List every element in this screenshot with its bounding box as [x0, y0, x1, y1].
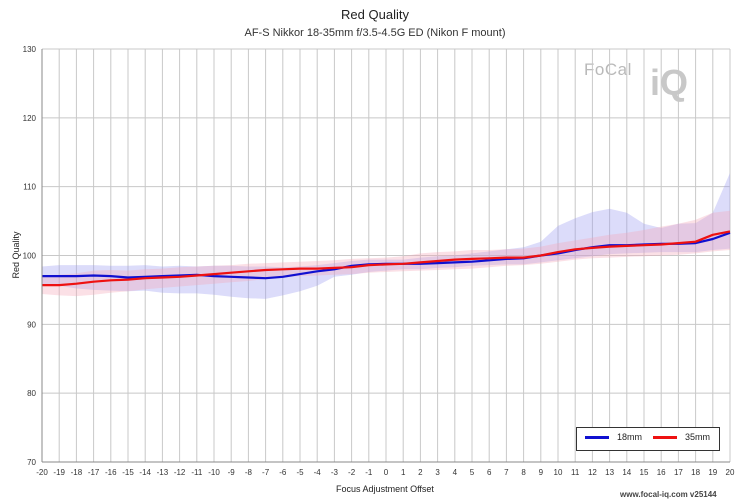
- x-tick-label: 13: [605, 468, 614, 477]
- x-tick-label: 12: [588, 468, 597, 477]
- x-tick-label: -20: [36, 468, 48, 477]
- x-tick-label: 9: [539, 468, 544, 477]
- x-tick-label: -15: [122, 468, 134, 477]
- y-tick-label: 90: [27, 320, 36, 329]
- legend: 18mm 35mm: [576, 427, 720, 451]
- grid: [41, 48, 731, 463]
- x-tick-label: 6: [487, 468, 492, 477]
- logo-focal-text: FoCal: [584, 60, 632, 79]
- x-tick-label: -19: [53, 468, 65, 477]
- axes: [41, 49, 730, 463]
- x-tick-label: -4: [314, 468, 322, 477]
- x-tick-label: 3: [435, 468, 440, 477]
- chart-subtitle: AF-S Nikkor 18-35mm f/3.5-4.5G ED (Nikon…: [244, 27, 506, 39]
- x-tick-labels: -20 -19 -18 -17 -16 -15 -14 -13 -12 -11 -10 -9 -8 -7-…: [36, 468, 735, 477]
- x-tick-label: 10: [554, 468, 563, 477]
- x-tick-label: 5: [470, 468, 475, 477]
- y-tick-label: 130: [23, 45, 37, 54]
- y-tick-labels: 70 80 90 100 110 120 130: [23, 45, 37, 467]
- x-tick-label: -9: [228, 468, 236, 477]
- x-tick-label: 14: [622, 468, 631, 477]
- x-tick-label: 7: [504, 468, 509, 477]
- chart-title: Red Quality: [341, 7, 409, 22]
- y-tick-label: 120: [23, 114, 37, 123]
- x-tick-label: -11: [191, 468, 203, 477]
- x-tick-label: 16: [657, 468, 666, 477]
- x-tick-label: 15: [640, 468, 649, 477]
- x-tick-label: -13: [157, 468, 169, 477]
- watermark: www.focal-iq.com v25144: [620, 490, 717, 499]
- x-tick-label: -7: [262, 468, 270, 477]
- legend-swatch-18mm: [585, 436, 609, 440]
- y-tick-label: 100: [23, 252, 37, 261]
- x-tick-label: 8: [521, 468, 526, 477]
- x-tick-label: 2: [418, 468, 423, 477]
- x-tick-label: -8: [245, 468, 253, 477]
- x-tick-label: -2: [348, 468, 356, 477]
- legend-swatch-35mm: [653, 436, 677, 440]
- series-lines: [42, 230, 731, 287]
- y-axis-label: Red Quality: [11, 231, 21, 279]
- legend-item-35mm: 35mm: [653, 432, 710, 442]
- x-tick-label: -1: [365, 468, 373, 477]
- x-tick-label: -5: [296, 468, 304, 477]
- x-tick-label: -10: [208, 468, 220, 477]
- band-18mm: [42, 172, 730, 299]
- x-tick-label: 4: [453, 468, 458, 477]
- x-tick-label: 20: [726, 468, 735, 477]
- y-tick-label: 80: [27, 389, 36, 398]
- series-line-35mm: [42, 230, 731, 287]
- x-tick-label: 1: [401, 468, 406, 477]
- logo-iq-text: iQ: [650, 62, 689, 103]
- x-tick-label: -17: [88, 468, 100, 477]
- y-tick-label: 70: [27, 458, 36, 467]
- x-tick-label: 19: [708, 468, 717, 477]
- x-axis-label: Focus Adjustment Offset: [336, 484, 434, 494]
- x-tick-label: -14: [139, 468, 151, 477]
- x-tick-label: -3: [331, 468, 339, 477]
- x-tick-label: -16: [105, 468, 117, 477]
- x-tick-label: -12: [174, 468, 186, 477]
- focal-iq-logo: FoCal iQ: [584, 58, 714, 118]
- legend-label-18mm: 18mm: [617, 432, 643, 442]
- x-tick-label: -18: [71, 468, 83, 477]
- x-tick-label: 17: [674, 468, 683, 477]
- y-tick-label: 110: [23, 183, 36, 192]
- legend-item-18mm: 18mm: [585, 432, 642, 442]
- x-tick-label: 11: [571, 468, 580, 477]
- legend-label-35mm: 35mm: [685, 432, 711, 442]
- x-tick-label: 0: [384, 468, 389, 477]
- x-tick-label: 18: [691, 468, 700, 477]
- x-tick-label: -6: [279, 468, 287, 477]
